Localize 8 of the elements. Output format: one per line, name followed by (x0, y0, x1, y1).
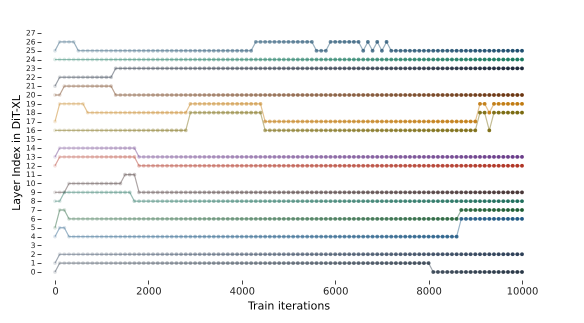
x-tick-label: 6000 (322, 286, 348, 298)
x-tick-label: 2000 (136, 286, 162, 298)
y-axis-title: Layer Index in DiT-XL (10, 94, 23, 211)
x-tick-label: 4000 (230, 286, 256, 298)
x-tick-label: 10000 (506, 286, 538, 298)
x-axis-title: Train iterations (246, 300, 330, 312)
x-tick-label: 8000 (416, 286, 442, 298)
x-tick-label: 0 (52, 286, 59, 298)
